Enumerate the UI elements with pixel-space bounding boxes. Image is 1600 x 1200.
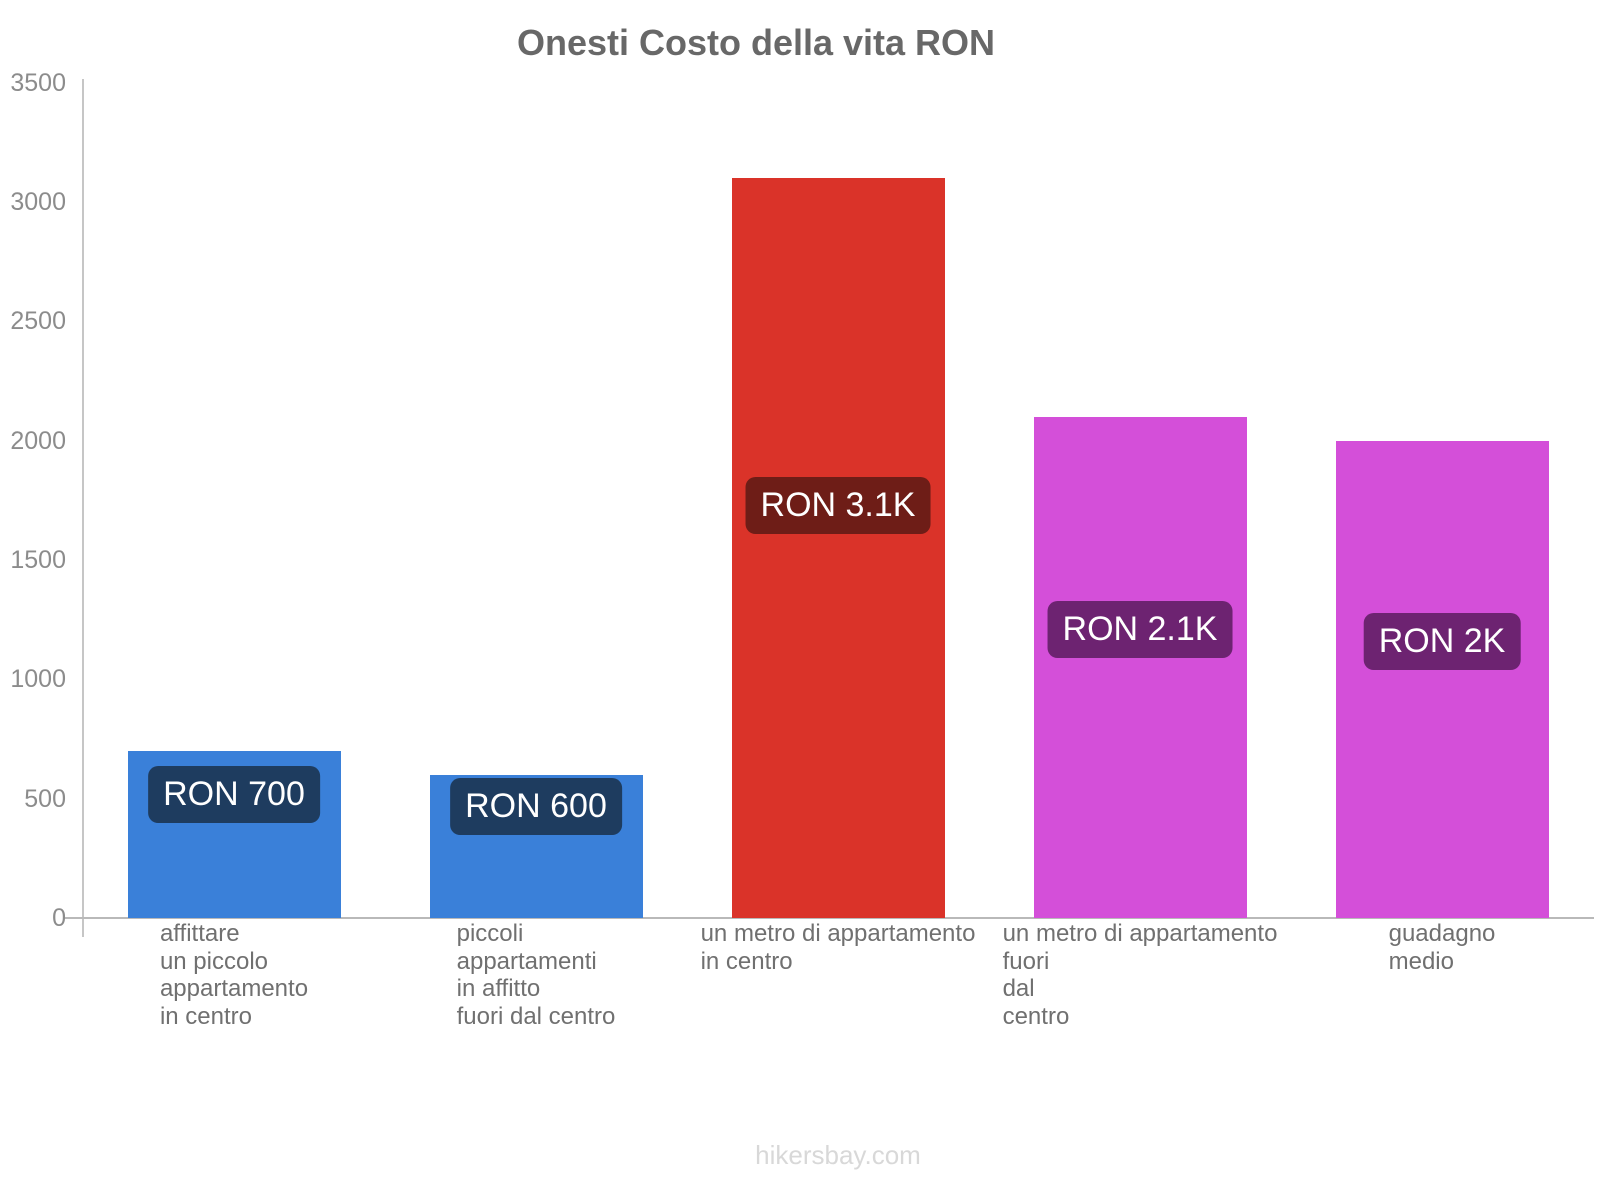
x-axis-line	[65, 917, 1594, 919]
bar-value-label: RON 600	[450, 778, 622, 835]
y-axis-line	[82, 79, 84, 937]
x-category-label: affittare un piccolo appartamento in centro	[160, 920, 308, 1030]
bar-value-label: RON 3.1K	[745, 477, 931, 534]
x-category-label-line: dal	[1002, 975, 1035, 1002]
x-category-label-line: fuori dal centro	[456, 1002, 616, 1030]
x-category-label-line: un metro di appartamento	[1002, 920, 1278, 947]
x-category-label: un metro di appartamento in centro	[701, 920, 976, 975]
bar-value-label: RON 2K	[1363, 613, 1521, 670]
y-tick-label: 2500	[10, 307, 66, 336]
x-category-label: piccoli appartamenti in affitto fuori dal c…	[457, 920, 616, 1030]
y-tick-label: 1000	[10, 665, 66, 694]
x-category-label-line: affittare	[159, 920, 240, 947]
chart-title: Onesti Costo della vita RON	[516, 22, 996, 63]
y-tick-label: 3500	[10, 68, 66, 97]
x-category-label: guadagno medio	[1389, 920, 1496, 975]
y-tick-label: 0	[52, 904, 66, 932]
x-category-label-line: medio	[1388, 947, 1454, 975]
x-category-label-line: in affitto	[456, 975, 541, 1002]
y-tick-label: 1500	[10, 545, 66, 574]
x-category-label: un metro di appartamento fuori dal centro	[1003, 920, 1278, 1030]
x-category-label-line: in centro	[700, 947, 793, 975]
x-category-label-line: un piccolo	[159, 947, 269, 975]
bar-value-label: RON 700	[148, 766, 320, 823]
x-category-label-line: piccoli	[456, 920, 524, 947]
x-category-label-line: guadagno	[1388, 920, 1496, 947]
bar-value-label: RON 2.1K	[1047, 601, 1233, 658]
watermark-text: hikersbay.com	[755, 1140, 921, 1170]
x-category-label-line: in centro	[159, 1002, 253, 1030]
y-tick-label: 3000	[10, 187, 66, 216]
bar[interactable]	[731, 177, 945, 918]
x-category-label-line: centro	[1002, 1002, 1070, 1030]
bar[interactable]	[1033, 416, 1247, 918]
bar[interactable]	[1335, 440, 1549, 918]
y-tick-label: 500	[24, 784, 66, 813]
y-tick-label: 2000	[10, 426, 66, 455]
x-category-label-line: fuori	[1002, 947, 1050, 975]
x-category-label-line: appartamento	[159, 975, 309, 1002]
x-category-label-line: appartamenti	[456, 947, 597, 975]
x-category-label-line: un metro di appartamento	[700, 920, 976, 947]
